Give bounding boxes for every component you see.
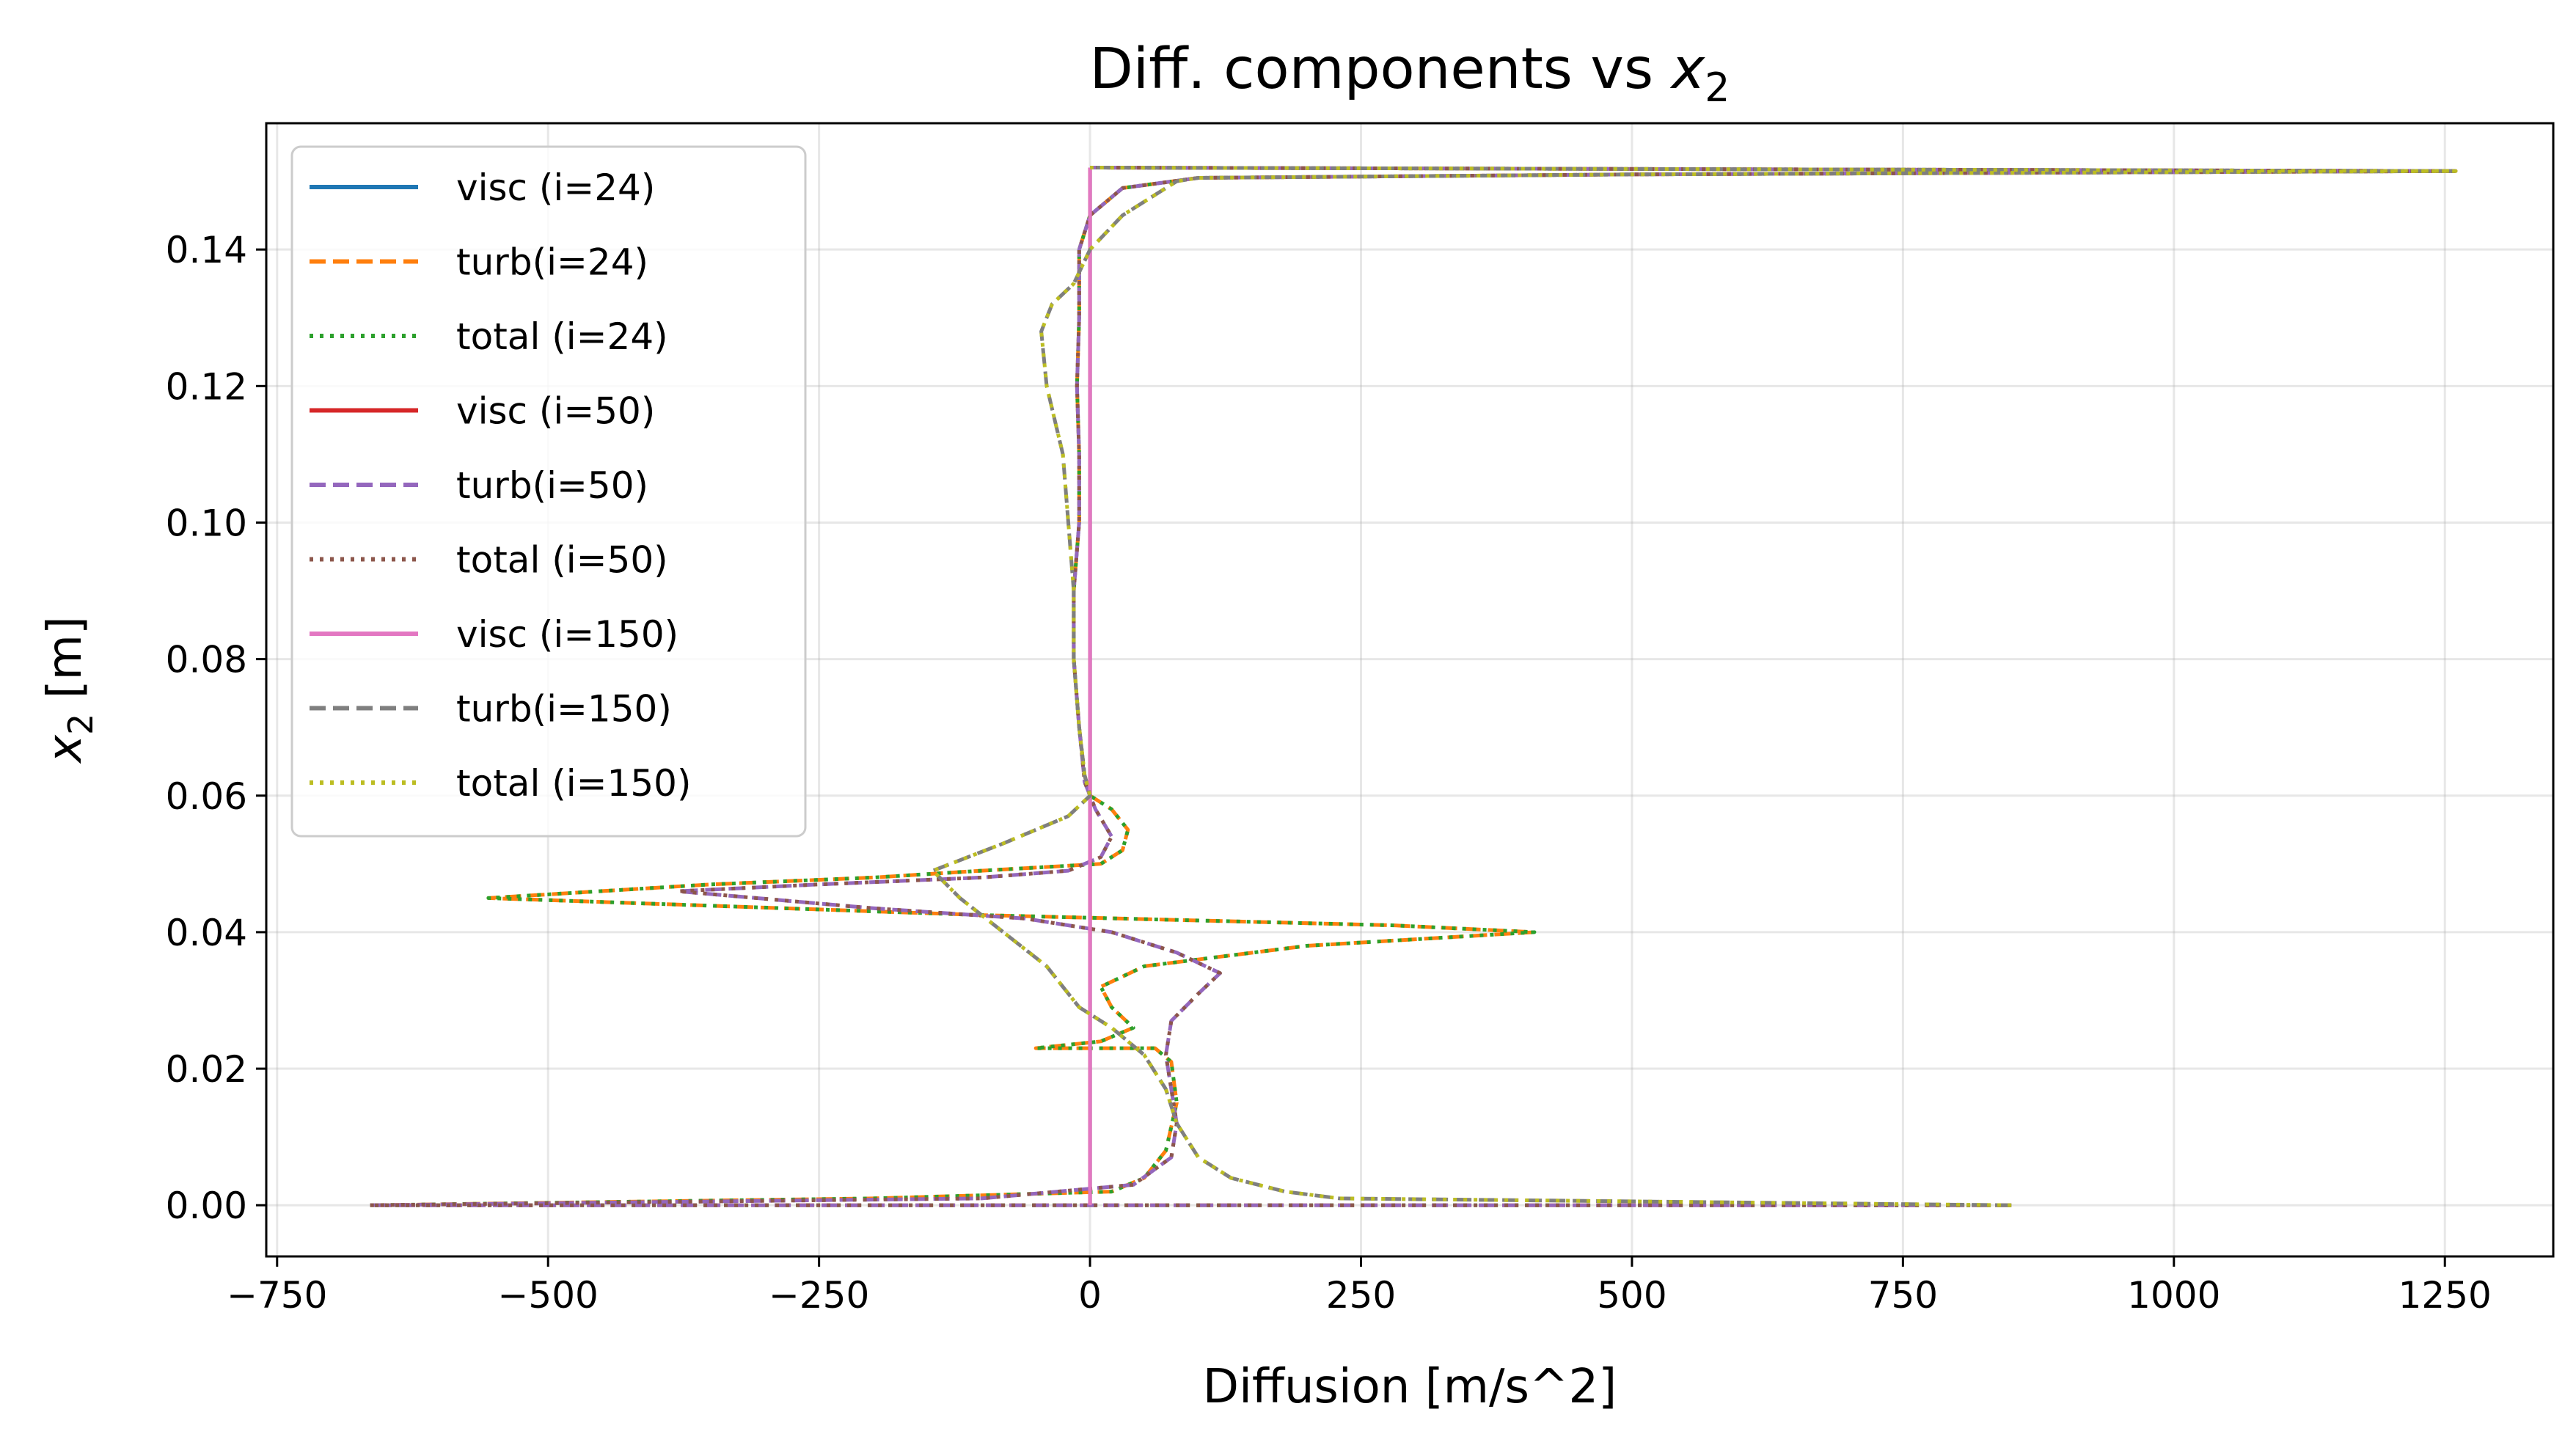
series-line-8 (931, 166, 2458, 1207)
legend-label-6: visc (i=150) (456, 613, 678, 656)
x-tick-label: −250 (769, 1274, 869, 1317)
legend-label-1: turb(i=24) (456, 241, 648, 284)
y-tick-label: 0.00 (166, 1185, 247, 1227)
x-tick-label: 1250 (2398, 1274, 2492, 1317)
legend-label-8: total (i=150) (456, 762, 691, 805)
plot-frame (265, 122, 2555, 1258)
x-tick-label: 1000 (2127, 1274, 2220, 1317)
legend-label-0: visc (i=24) (456, 166, 655, 209)
x-axis-title: Diffusion [m/s^2] (1203, 1360, 1617, 1414)
y-tick-label: 0.14 (166, 229, 247, 271)
x-tick-label: 0 (1078, 1274, 1102, 1317)
y-tick-label: 0.12 (166, 365, 247, 408)
legend-label-7: turb(i=150) (456, 688, 672, 731)
y-axis-title: x2 [m] (38, 616, 100, 764)
x-tick-label: 750 (1868, 1274, 1938, 1317)
y-tick-label: 0.06 (166, 775, 247, 818)
legend-label-4: turb(i=50) (456, 464, 648, 507)
legend-label-3: visc (i=50) (456, 390, 655, 433)
series-line-7 (931, 166, 2458, 1207)
x-tick-label: 250 (1326, 1274, 1396, 1317)
legend-frame (290, 145, 807, 838)
legend-label-5: total (i=50) (456, 539, 668, 582)
x-tick-label: 500 (1597, 1274, 1666, 1317)
y-tick-label: 0.02 (166, 1048, 247, 1091)
legend: visc (i=24) turb(i=24) total (i=24) visc (i… (290, 145, 807, 838)
legend-label-2: total (i=24) (456, 315, 668, 358)
series-layer (367, 166, 2458, 1207)
plot-area (265, 122, 2555, 1258)
y-tick-label: 0.04 (166, 912, 247, 954)
x-tick-label: −500 (498, 1274, 599, 1317)
y-tick-label: 0.08 (166, 639, 247, 681)
x-axis: −750 −500 −250 0 250 500 750 1000 1250 (227, 1256, 2492, 1317)
chart-title: Diff. components vs x2 (1090, 37, 1730, 111)
y-tick-label: 0.10 (166, 502, 247, 544)
x-tick-label: −750 (227, 1274, 327, 1317)
y-axis: 0.00 0.02 0.04 0.06 0.08 0.10 0.12 0.14 (166, 229, 266, 1227)
